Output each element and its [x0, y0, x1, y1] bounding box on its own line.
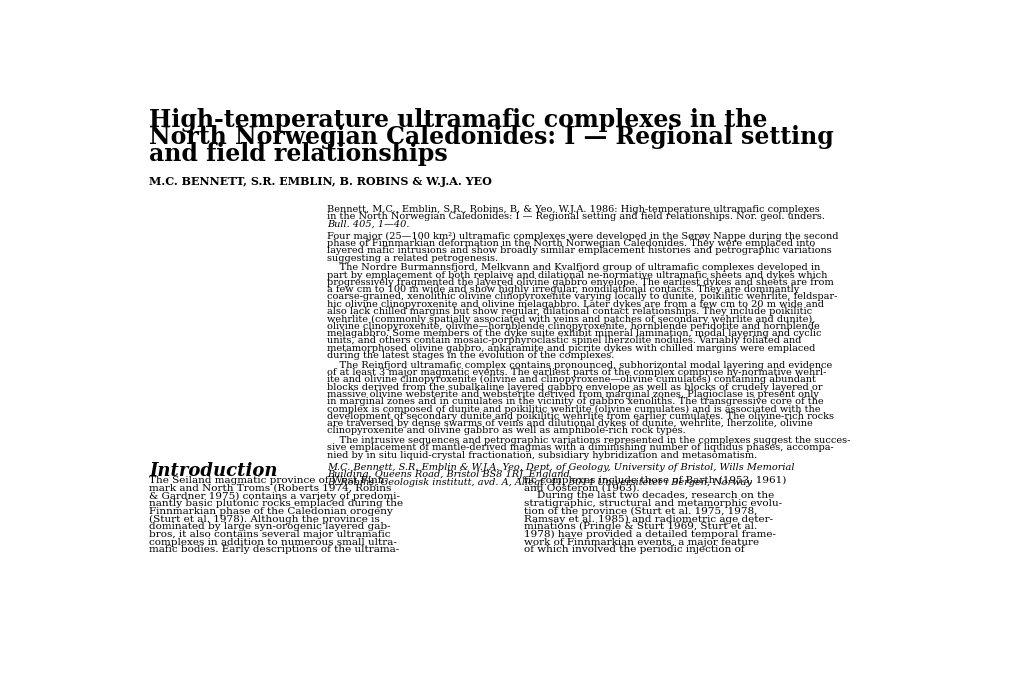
Text: The Seiland magmatic province of West Finn-: The Seiland magmatic province of West Fi… [149, 476, 388, 485]
Text: sive emplacement of mantle-derived magmas with a diminishing number of liquidus : sive emplacement of mantle-derived magma… [327, 443, 834, 452]
Text: layered mafic intrusions and show broadly similar emplacement histories and petr: layered mafic intrusions and show broadl… [327, 246, 832, 255]
Text: stratigraphic, structural and metamorphic evolu-: stratigraphic, structural and metamorphi… [524, 499, 782, 508]
Text: coarse-grained, xenolithic olivine clinopyroxenite varying locally to dunite, po: coarse-grained, xenolithic olivine clino… [327, 293, 837, 302]
Text: Bennett, M.C., Emblin, S.R., Robins, B. & Yeo, W.J.A. 1986: High-temperature ult: Bennett, M.C., Emblin, S.R., Robins, B. … [327, 205, 819, 214]
Text: dominated by large syn-orogenic layered gab-: dominated by large syn-orogenic layered … [149, 523, 390, 531]
Text: ite and olivine clinopyroxenite (olivine and clinopyroxene—olivine cumulates) co: ite and olivine clinopyroxenite (olivine… [327, 375, 815, 384]
Text: melagabbro. Some members of the dyke suite exhibit mineral lamination, modal lay: melagabbro. Some members of the dyke sui… [327, 329, 821, 338]
Text: a few cm to 100 m wide and show highly irregular, nondilational contacts. They a: a few cm to 100 m wide and show highly i… [327, 285, 799, 294]
Text: minations (Pringle & Sturt 1969, Sturt et al.: minations (Pringle & Sturt 1969, Sturt e… [524, 523, 757, 532]
Text: 1978) have provided a detailed temporal frame-: 1978) have provided a detailed temporal … [524, 530, 775, 539]
Text: development of secondary dunite and poikilitic wehrlite from earlier cumulates. : development of secondary dunite and poik… [327, 412, 834, 420]
Text: suggesting a related petrogenesis.: suggesting a related petrogenesis. [327, 254, 498, 263]
Text: in the North Norwegian Caledonides: I — Regional setting and field relationships: in the North Norwegian Caledonides: I — … [327, 213, 824, 222]
Text: High-temperature ultramafic complexes in the: High-temperature ultramafic complexes in… [149, 108, 767, 132]
Text: bros, it also contains several major ultramafic: bros, it also contains several major ult… [149, 530, 390, 539]
Text: M.C. Bennett, S.R. Emblin & W.J.A. Yeo, Dept. of Geology, University of Bristol,: M.C. Bennett, S.R. Emblin & W.J.A. Yeo, … [327, 463, 794, 472]
Text: During the last two decades, research on the: During the last two decades, research on… [524, 491, 773, 500]
Text: The Reinfjord ultramafic complex contains pronounced, subhorizontal modal layeri: The Reinfjord ultramafic complex contain… [327, 361, 832, 370]
Text: of at least 3 major magmatic events. The earliest parts of the complex comprise : of at least 3 major magmatic events. The… [327, 368, 826, 377]
Text: olivine clinopyroxenite, olivine—hornblende clinopyroxenite, hornblende peridoti: olivine clinopyroxenite, olivine—hornble… [327, 322, 819, 331]
Text: are traversed by dense swarms of veins and dilutional dykes of dunite, wehrlite,: are traversed by dense swarms of veins a… [327, 419, 812, 428]
Text: and Oosterom (1963).: and Oosterom (1963). [524, 484, 639, 493]
Text: work of Finnmarkian events, a major feature: work of Finnmarkian events, a major feat… [524, 538, 759, 547]
Text: tion of the province (Sturt et al. 1975, 1978,: tion of the province (Sturt et al. 1975,… [524, 507, 757, 516]
Text: (Sturt et al. 1978). Although the province is: (Sturt et al. 1978). Although the provin… [149, 514, 380, 524]
Text: Four major (25—100 km²) ultramafic complexes were developed in the Sørøy Nappe d: Four major (25—100 km²) ultramafic compl… [327, 231, 839, 240]
Text: complex is composed of dunite and poikilitic wehrlite (olivine cumulates) and is: complex is composed of dunite and poikil… [327, 404, 820, 414]
Text: fic complexes include those of Barth (1953, 1961): fic complexes include those of Barth (19… [524, 476, 786, 485]
Text: clinopyroxenite and olivine gabbro as well as amphibole-rich rock types.: clinopyroxenite and olivine gabbro as we… [327, 427, 686, 436]
Text: & Gardner 1975) contains a variety of predomi-: & Gardner 1975) contains a variety of pr… [149, 491, 399, 500]
Text: The Nordre Burmannsfjord, Melkvann and Kvalfjord group of ultramafic complexes d: The Nordre Burmannsfjord, Melkvann and K… [327, 263, 820, 272]
Text: blocks derived from the subalkaline layered gabbro envelope as well as blocks of: blocks derived from the subalkaline laye… [327, 382, 822, 391]
Text: in marginal zones and in cumulates in the vicinity of gabbro xenoliths. The tran: in marginal zones and in cumulates in th… [327, 397, 823, 406]
Text: and field relationships: and field relationships [149, 142, 447, 166]
Text: The intrusive sequences and petrographic variations represented in the complexes: The intrusive sequences and petrographic… [327, 436, 850, 445]
Text: complexes in addition to numerous small ultra-: complexes in addition to numerous small … [149, 538, 396, 547]
Text: of which involved the periodic injection of: of which involved the periodic injection… [524, 546, 744, 555]
Text: M.C. BENNETT, S.R. EMBLIN, B. ROBINS & W.J.A. YEO: M.C. BENNETT, S.R. EMBLIN, B. ROBINS & W… [149, 176, 491, 187]
Text: during the latest stages in the evolution of the complexes.: during the latest stages in the evolutio… [327, 351, 614, 360]
Text: also lack chilled margins but show regular, dilational contact relationships. Th: also lack chilled margins but show regul… [327, 307, 812, 316]
Text: massive olivine websterite and websterite derived from marginal zones. Plagiocla: massive olivine websterite and websterit… [327, 390, 818, 399]
Text: nied by in situ liquid-crystal fractionation, subsidiary hybridization and metas: nied by in situ liquid-crystal fractiona… [327, 450, 757, 459]
Text: Bull. 405, 1—40.: Bull. 405, 1—40. [327, 220, 410, 229]
Text: metamorphosed olivine gabbro, ankaramite and picrite dykes with chilled margins : metamorphosed olivine gabbro, ankaramite… [327, 343, 815, 352]
Text: phase of Finnmarkian deformation in the North Norwegian Caledonides. They were e: phase of Finnmarkian deformation in the … [327, 239, 815, 248]
Text: Ramsay et al. 1985) and radiometric age deter-: Ramsay et al. 1985) and radiometric age … [524, 514, 772, 524]
Text: Introduction: Introduction [149, 462, 277, 480]
Text: progressively fragmented the layered olivine gabbro envelope. The earliest dykes: progressively fragmented the layered oli… [327, 278, 834, 287]
Text: nantly basic plutonic rocks emplaced during the: nantly basic plutonic rocks emplaced dur… [149, 499, 403, 508]
Text: B. Robins, Geologisk institutt, avd. A, Allégt. 41, 5014 Universitetet i Bergen,: B. Robins, Geologisk institutt, avd. A, … [327, 477, 752, 486]
Text: wehrlite (commonly spatially associated with veins and patches of secondary wehr: wehrlite (commonly spatially associated … [327, 314, 815, 324]
Text: Building, Queens Road, Bristol BS8 1RJ, England: Building, Queens Road, Bristol BS8 1RJ, … [327, 470, 570, 479]
Text: hic olivine clinopyroxenite and olivine melagabbro. Later dykes are from a few c: hic olivine clinopyroxenite and olivine … [327, 300, 823, 309]
Text: part by emplacement of both replaive and dilational ne-normative ultramafic shee: part by emplacement of both replaive and… [327, 270, 827, 279]
Text: Finnmarkian phase of the Caledonian orogeny: Finnmarkian phase of the Caledonian orog… [149, 507, 392, 516]
Text: mafic bodies. Early descriptions of the ultrama-: mafic bodies. Early descriptions of the … [149, 546, 399, 555]
Text: mark and North Troms (Roberts 1974, Robins: mark and North Troms (Roberts 1974, Robi… [149, 484, 391, 493]
Text: North Norwegian Caledonides: I — Regional setting: North Norwegian Caledonides: I — Regiona… [149, 125, 834, 149]
Text: units, and others contain mosaic-porphyroclastic spinel lherzolite nodules. Vari: units, and others contain mosaic-porphyr… [327, 336, 801, 345]
